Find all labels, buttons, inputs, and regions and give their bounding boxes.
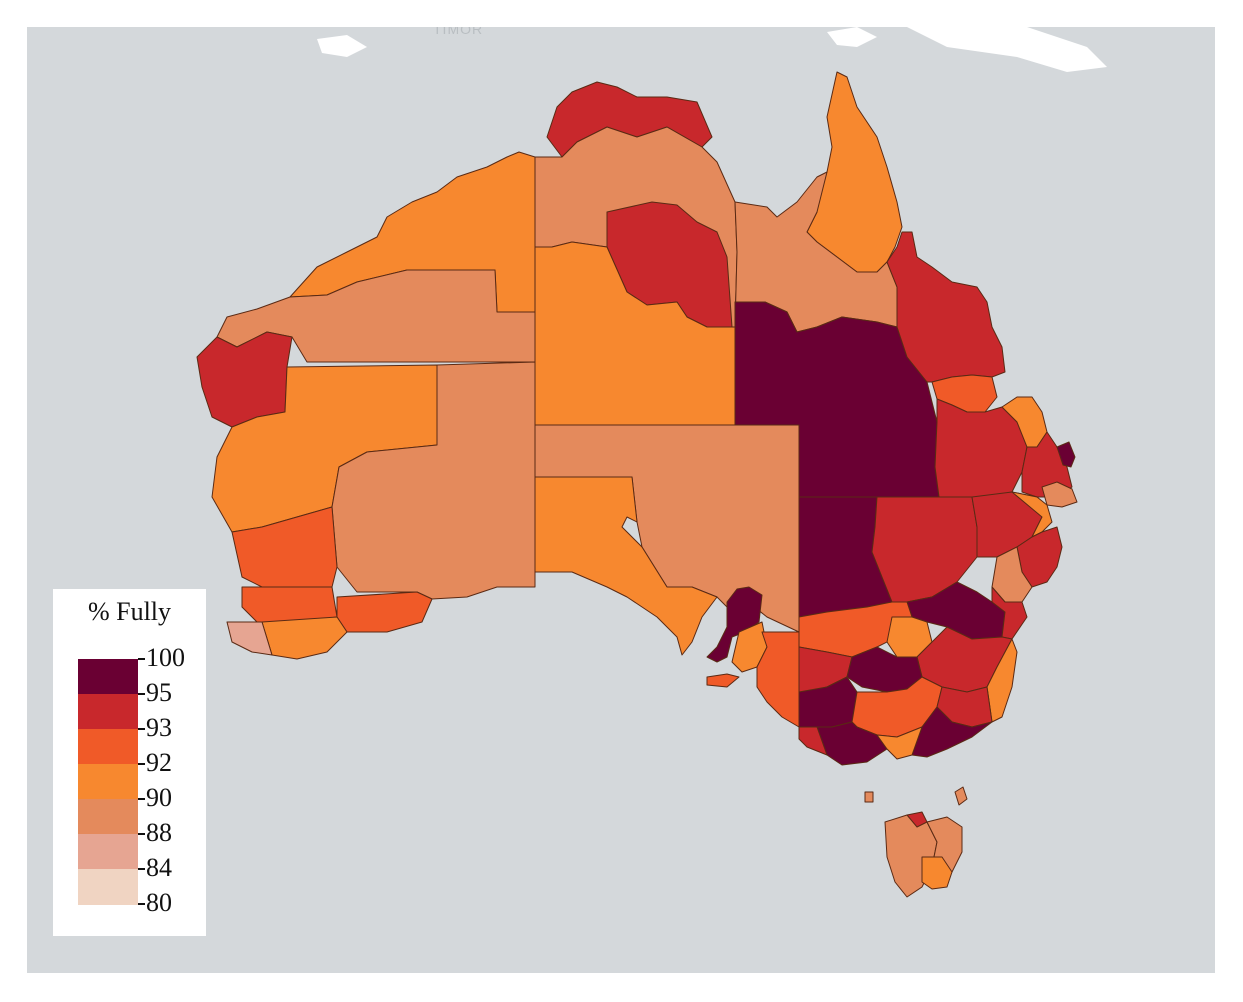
legend-label-80: 80 <box>146 888 172 917</box>
region-flinders-island[interactable] <box>954 786 968 806</box>
region-qld-north-coast[interactable] <box>886 231 1006 383</box>
region-vic-gippsland[interactable] <box>911 706 993 758</box>
region-tas-hobart[interactable] <box>921 856 953 890</box>
legend-tick-92 <box>138 763 145 765</box>
legend-label-90: 90 <box>146 783 172 812</box>
map-frame[interactable]: TIMOR <box>27 27 1215 973</box>
region-qld-brisbane[interactable] <box>1056 441 1076 468</box>
legend-swatch-84-88 <box>78 834 138 870</box>
region-wa-pilbara[interactable] <box>216 269 536 363</box>
region-wa-southwest[interactable] <box>241 586 338 623</box>
legend-tick-88 <box>138 833 145 835</box>
region-nsw-north-coast[interactable] <box>1011 491 1053 538</box>
legend-swatch-88-90 <box>78 799 138 835</box>
legend-label-100: 100 <box>146 643 185 672</box>
legend-swatch-92-93 <box>78 729 138 765</box>
legend-swatch-95-100 <box>78 659 138 695</box>
region-wa-leeuwin[interactable] <box>226 621 273 656</box>
legend-tick-95 <box>138 693 145 695</box>
legend-tick-90 <box>138 798 145 800</box>
legend-label-84: 84 <box>146 853 172 882</box>
legend: % Fully 100 95 93 92 90 88 84 80 <box>53 589 206 936</box>
legend-swatch-90-92 <box>78 764 138 800</box>
region-vic-south-west[interactable] <box>798 726 828 756</box>
australia-choropleth-map[interactable] <box>27 27 1215 973</box>
region-wa-great-southern[interactable] <box>261 616 348 660</box>
legend-tick-93 <box>138 728 145 730</box>
region-vic-melbourne[interactable] <box>876 726 923 760</box>
region-sa-kangaroo-island[interactable] <box>706 673 740 688</box>
region-wa-goldfields[interactable] <box>331 361 536 600</box>
region-nsw-south-coast[interactable] <box>986 638 1018 723</box>
region-qld-wide-bay[interactable] <box>1021 431 1073 498</box>
legend-swatch-93-95 <box>78 694 138 730</box>
region-qld-cape-york[interactable] <box>806 71 903 273</box>
northern-islands <box>317 27 1107 72</box>
region-wa-esperance[interactable] <box>336 591 433 633</box>
legend-swatch-80-84 <box>78 869 138 905</box>
region-sa-eyre[interactable] <box>534 476 718 656</box>
legend-label-93: 93 <box>146 713 172 742</box>
legend-title: % Fully <box>87 597 172 626</box>
region-king-island[interactable] <box>864 791 874 803</box>
timor-label: TIMOR <box>433 27 484 37</box>
region-wa-wheatbelt[interactable] <box>231 506 338 588</box>
legend-tick-84 <box>138 868 145 870</box>
region-sa-yorke[interactable] <box>706 586 763 663</box>
legend-label-88: 88 <box>146 818 172 847</box>
region-wa-gascoyne[interactable] <box>196 331 293 428</box>
legend-tick-80 <box>138 903 145 905</box>
legend-tick-100 <box>138 658 145 660</box>
legend-label-92: 92 <box>146 748 172 777</box>
legend-label-95: 95 <box>146 678 172 707</box>
